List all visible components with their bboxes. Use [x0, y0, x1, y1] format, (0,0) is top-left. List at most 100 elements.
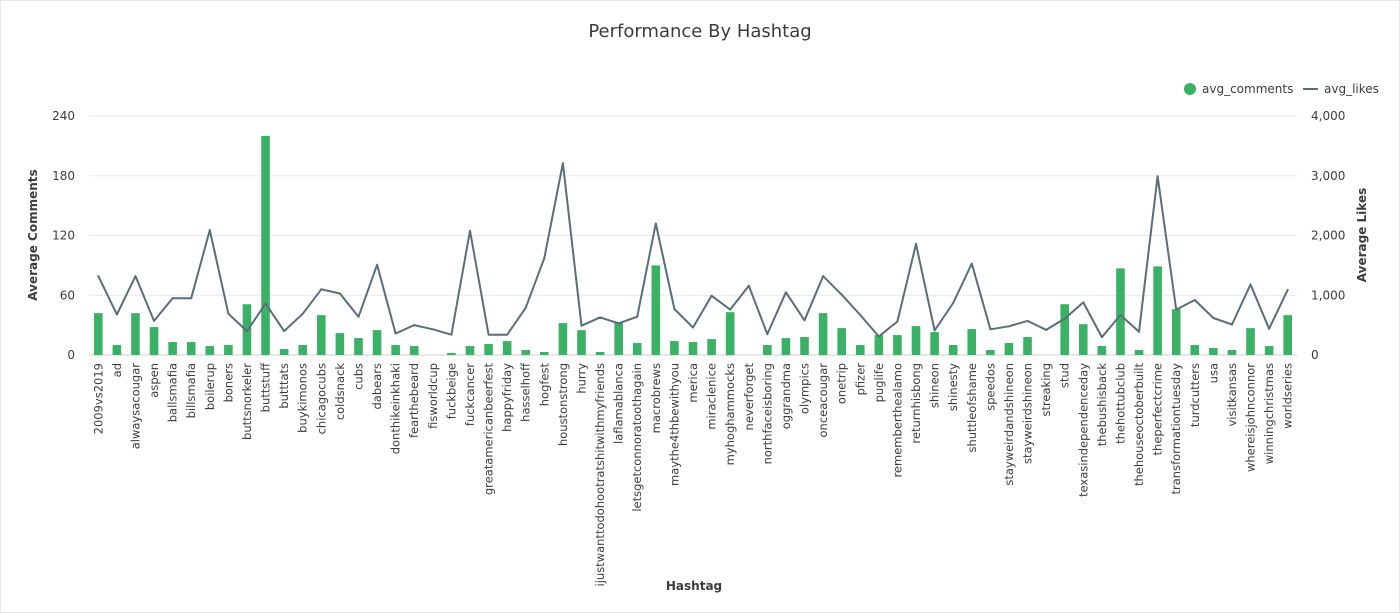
x-tick-label: shuttleofshame — [965, 363, 979, 453]
bar-laflamablanca — [614, 322, 623, 355]
bar-shuttleofshame — [967, 329, 977, 355]
y2-tick-label: 3,000 — [1311, 169, 1345, 183]
legend: avg_comments avg_likes — [1184, 82, 1379, 96]
bar-boners — [224, 345, 233, 355]
y-tick-label: 120 — [52, 229, 75, 243]
bar-onetrip — [837, 328, 846, 355]
x-tick-label: greatamericanbeerfest — [482, 363, 496, 496]
x-tick-label: puglife — [872, 363, 886, 402]
x-tick-label: alwaysacougar — [129, 363, 143, 450]
x-tick-label: whereisjohnconnor — [1244, 363, 1258, 472]
line-avg-likes-group — [97, 162, 1289, 339]
y2-tick-label: 1,000 — [1311, 288, 1345, 302]
point-avg-likes-stud — [1063, 317, 1066, 320]
x-axis-ticks: 2009vs2019 ad alwaysacougar aspen ballsmafia… — [91, 362, 1294, 587]
x-tick-label: billsmafia — [184, 363, 198, 418]
point-avg-likes-oggrandma — [784, 291, 787, 294]
x-tick-label: returnhisbong — [909, 363, 923, 444]
point-avg-likes-billsmafia — [190, 297, 193, 300]
bar-shineon — [930, 332, 939, 355]
bar-ballsmafia — [168, 342, 177, 355]
x-tick-label: dabears — [370, 363, 384, 410]
bar-thehouseoctoberbuilt — [1134, 350, 1144, 355]
bar-hurry — [577, 330, 586, 355]
x-tick-label: boilerup — [203, 363, 217, 410]
x-tick-label: onceacougar — [816, 363, 830, 438]
bar-butttats — [279, 349, 289, 355]
point-avg-likes-hasselhoff — [524, 306, 527, 309]
point-avg-likes-whereisjohnconnor — [1249, 283, 1252, 286]
legend-swatch-avg-comments — [1184, 83, 1196, 95]
bar-turdcutters — [1190, 345, 1200, 355]
bar-thebushisback — [1097, 346, 1107, 355]
x-tick-label: theperfectcrime — [1151, 363, 1165, 455]
x-tick-label: ballsmafia — [166, 363, 180, 422]
bar-stayweirdandshineon — [1004, 343, 1014, 355]
bars-avg-comments — [93, 135, 1293, 355]
x-tick-label: worldseries — [1281, 363, 1295, 429]
y2-tick-label: 0 — [1311, 348, 1319, 362]
bar-cubs — [354, 338, 363, 355]
point-avg-likes-donthikeinkhaki — [394, 332, 397, 335]
x-tick-label: 2009vs2019 — [91, 363, 105, 434]
point-avg-likes-greatamericanbeerfest — [487, 333, 490, 336]
point-avg-likes-merica — [692, 326, 694, 329]
x-tick-label: rememberthealamo — [890, 363, 904, 478]
y-axis-ticks: 0 60 120 180 240 — [52, 109, 75, 362]
x-tick-label: thehottubclub — [1113, 363, 1127, 444]
bar-transformationtuesday — [1171, 309, 1181, 355]
y-tick-label: 60 — [60, 288, 75, 302]
bar-onceacougar — [818, 313, 828, 355]
x-tick-label: ad — [110, 363, 124, 377]
x-tick-label: fearthebeard — [407, 363, 421, 438]
point-avg-likes-shineon — [933, 329, 936, 332]
x-tick-label: happyfriday — [500, 363, 514, 432]
x-tick-label: visitkansas — [1225, 363, 1239, 427]
point-avg-likes-butttats — [283, 330, 286, 333]
bar-worldseries — [1283, 315, 1293, 355]
point-avg-likes-macrobrews — [654, 222, 657, 225]
bar-2009vs2019 — [93, 313, 103, 355]
point-avg-likes-fisworldcup — [431, 328, 434, 331]
bar-fearthebeard — [409, 346, 419, 355]
point-avg-likes-boilerup — [208, 229, 211, 232]
point-avg-likes-neverforget — [747, 284, 750, 287]
point-avg-likes-fuckbeige — [450, 333, 453, 336]
bar-puglife — [874, 335, 884, 355]
x-tick-label: neverforget — [742, 363, 756, 431]
bar-pfizer — [855, 345, 865, 355]
point-avg-likes-ad — [115, 313, 118, 316]
y2-axis-ticks: 0 1,000 2,000 3,000 4,000 — [1311, 109, 1345, 362]
x-tick-label: stud — [1058, 363, 1072, 388]
point-avg-likes-hurry — [580, 324, 583, 327]
bar-returnhisbong — [911, 326, 921, 355]
x-tick-label: miraclenice — [705, 363, 719, 430]
x-tick-label: thehouseoctoberbuilt — [1132, 363, 1146, 487]
x-tick-label: speedos — [983, 363, 997, 411]
gridlines — [89, 115, 1297, 356]
point-avg-likes-aspen — [153, 319, 156, 322]
bar-shinesty — [948, 345, 958, 355]
x-tick-label: olympics — [798, 363, 812, 414]
point-avg-likes-dabears — [376, 263, 379, 266]
x-tick-label: fuckbeige — [444, 363, 458, 419]
point-avg-likes-houstonstrong — [561, 162, 564, 165]
x-tick-label: onetrip — [835, 363, 849, 404]
x-tick-label: maythe4thbewithyou — [667, 363, 681, 486]
bar-letsgetconnoratoothagain — [632, 343, 642, 355]
x-tick-label: shineon — [928, 363, 942, 408]
chart-title: Performance By Hashtag — [588, 21, 811, 42]
point-avg-likes-pfizer — [859, 313, 862, 316]
point-avg-likes-ijustwanttodohootratshitwithmyfriends — [599, 316, 602, 319]
point-avg-likes-puglife — [877, 335, 880, 338]
bar-theperfectcrime — [1153, 266, 1162, 355]
bar-happyfriday — [502, 341, 512, 355]
point-avg-likes-worldseries — [1286, 288, 1289, 291]
x-tick-label: coldsnack — [333, 363, 347, 421]
point-avg-likes-stayweirdandshineon — [1007, 325, 1010, 328]
x-tick-label: buttstuff — [259, 362, 273, 412]
bar-stayweirdshineon — [1023, 337, 1032, 355]
point-avg-likes-fearthebeard — [413, 324, 416, 327]
